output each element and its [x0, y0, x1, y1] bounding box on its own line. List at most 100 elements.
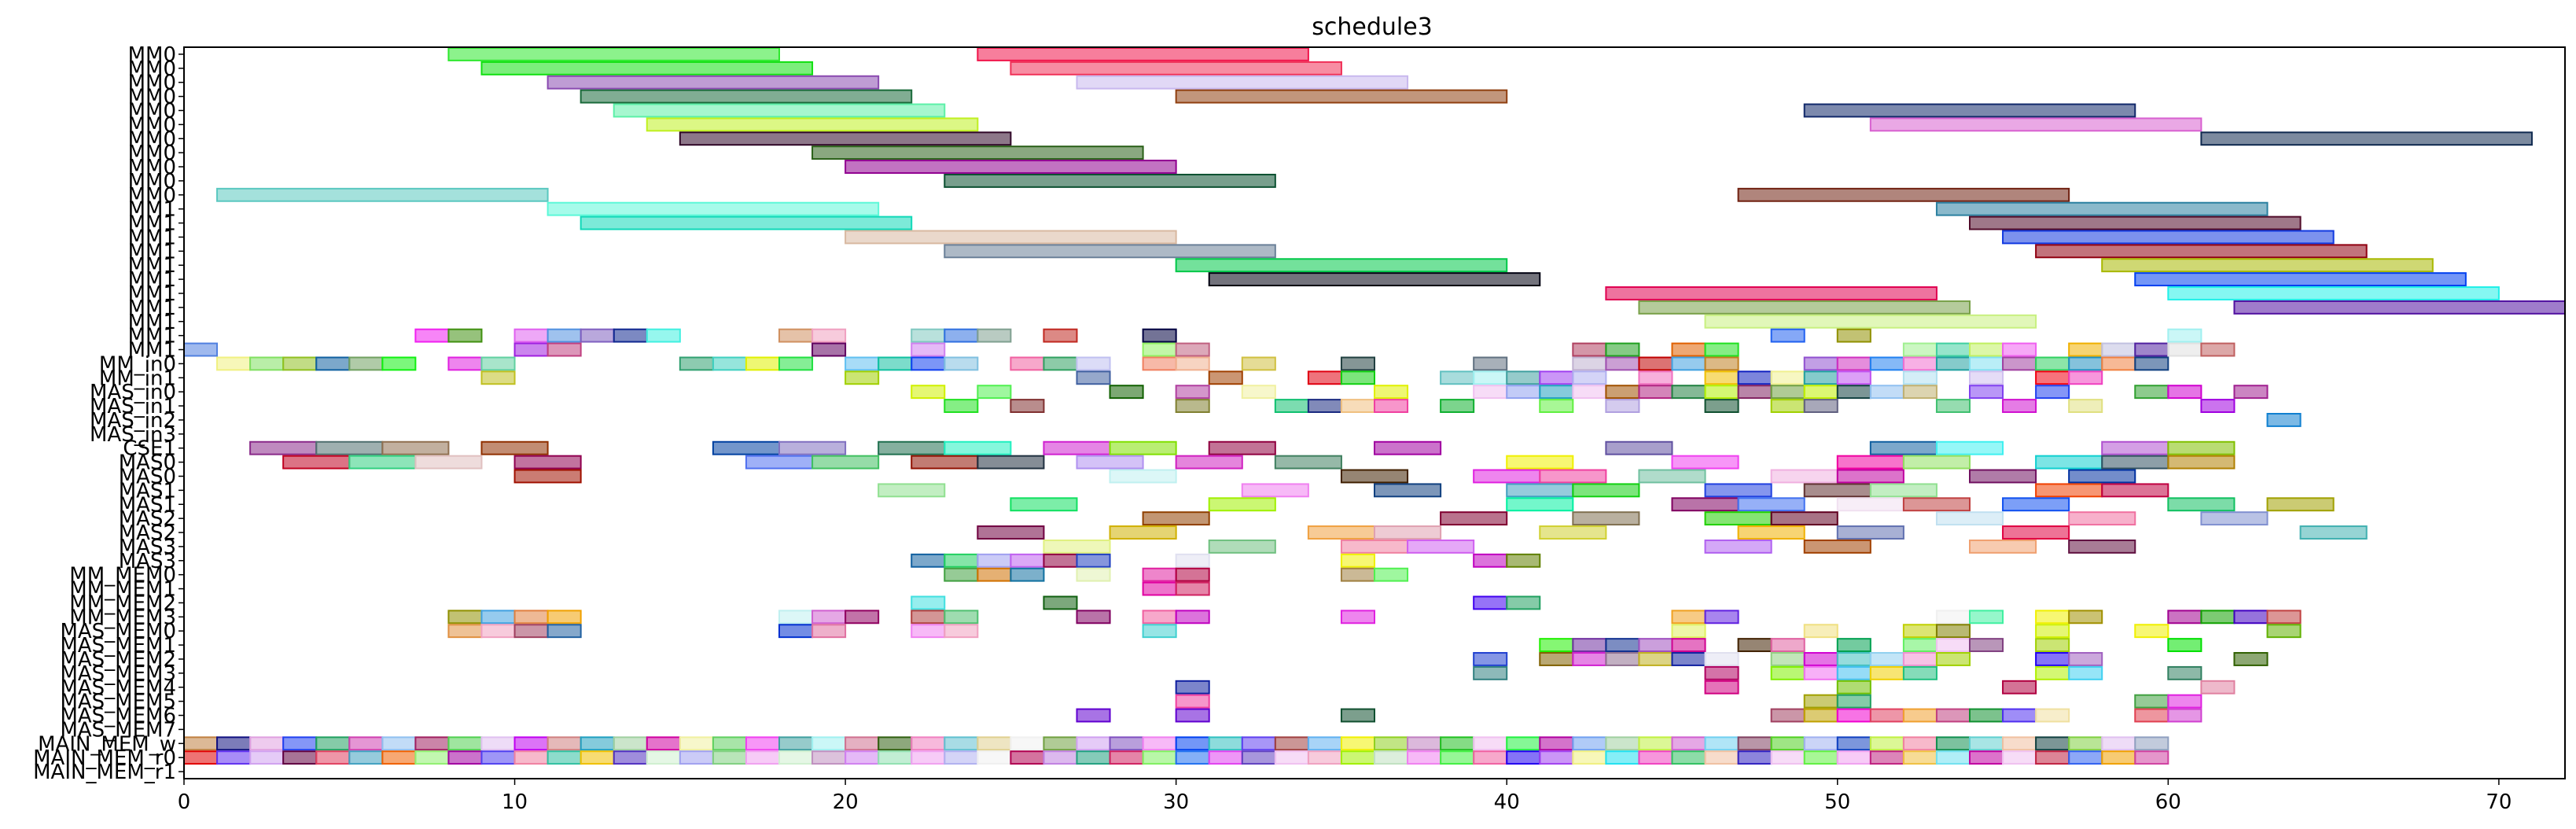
schedule-bar: [1605, 638, 1640, 653]
schedule-bar: [1208, 497, 1276, 512]
schedule-bar: [811, 146, 1144, 160]
schedule-bar: [2200, 342, 2236, 357]
schedule-bar: [1902, 652, 1938, 666]
x-axis-ticks: 0 10 20 30 40 50 60 70: [178, 779, 2512, 814]
schedule-bar: [1407, 736, 1442, 751]
schedule-bar: [2134, 342, 2169, 357]
schedule-bar: [712, 750, 747, 765]
schedule-bar: [679, 356, 714, 371]
schedule-bar: [1043, 553, 1078, 568]
schedule-bar: [613, 328, 648, 343]
schedule-bar: [2101, 342, 2136, 357]
axes-frame: [183, 46, 2566, 779]
schedule-bar: [1175, 385, 1210, 400]
schedule-bar: [977, 47, 1309, 61]
schedule-bar: [878, 483, 946, 498]
schedule-bar: [745, 356, 781, 371]
schedule-bar: [1473, 553, 1508, 568]
y-tick-label: MM1: [128, 254, 176, 278]
schedule-bar: [546, 201, 880, 216]
schedule-bar: [1969, 469, 2037, 484]
schedule-bar: [2002, 750, 2037, 765]
schedule-bar: [2167, 286, 2500, 300]
schedule-bar: [1803, 624, 1838, 639]
schedule-bar: [944, 244, 1276, 259]
schedule-bar: [216, 356, 252, 371]
schedule-bar: [845, 610, 880, 625]
schedule-bar: [2266, 413, 2302, 427]
schedule-bar: [1671, 750, 1706, 765]
schedule-bar: [480, 370, 516, 385]
schedule-bar: [679, 736, 714, 751]
schedule-bar: [2035, 652, 2070, 666]
y-tick-label: MM_in0: [99, 352, 176, 376]
schedule-bar: [414, 750, 450, 765]
schedule-bar: [1770, 750, 1805, 765]
schedule-bar: [1836, 708, 1871, 723]
y-tick-label: MM1: [128, 311, 176, 334]
schedule-bar: [1572, 638, 1607, 653]
schedule-bar: [2134, 356, 2169, 371]
schedule-bar: [878, 736, 913, 751]
schedule-bar: [1803, 665, 1838, 680]
schedule-bar: [1572, 511, 1640, 526]
y-tick-label: MAS3: [119, 550, 176, 573]
schedule-bar: [2002, 497, 2070, 512]
schedule-bar: [1440, 511, 1508, 526]
schedule-bar: [745, 750, 781, 765]
schedule-bar: [1109, 440, 1177, 455]
schedule-bar: [845, 230, 1177, 245]
schedule-bar: [1374, 385, 1409, 400]
schedule-bar: [2167, 440, 2236, 455]
schedule-bar: [1175, 455, 1243, 470]
schedule-bar: [944, 399, 979, 414]
schedule-bar: [1142, 328, 1177, 343]
schedule-bar: [845, 356, 880, 371]
schedule-bar: [2134, 750, 2169, 765]
schedule-bar: [646, 736, 681, 751]
schedule-bar: [1340, 370, 1376, 385]
schedule-bar: [2134, 694, 2169, 709]
schedule-bar: [977, 736, 1012, 751]
schedule-bar: [447, 736, 483, 751]
schedule-bar: [1374, 525, 1442, 540]
y-tick-label: MAS2: [119, 521, 176, 545]
schedule-bar: [1142, 750, 1177, 765]
schedule-bar: [1407, 539, 1475, 554]
schedule-bar: [546, 610, 582, 625]
y-tick-label: MM1: [128, 297, 176, 320]
schedule-bar: [1737, 525, 1805, 540]
schedule-bar: [2101, 483, 2169, 498]
schedule-bar: [546, 624, 582, 639]
schedule-bar: [1704, 652, 1739, 666]
schedule-bar: [911, 736, 946, 751]
schedule-bar: [1076, 455, 1144, 470]
schedule-bar: [1043, 440, 1111, 455]
schedule-bar: [249, 440, 318, 455]
schedule-bar: [1605, 440, 1673, 455]
schedule-bar: [1539, 525, 1607, 540]
schedule-bar: [1043, 750, 1078, 765]
schedule-bar: [778, 736, 814, 751]
schedule-bar: [1109, 750, 1144, 765]
schedule-bar: [2266, 497, 2335, 512]
schedule-bar: [1902, 455, 1971, 470]
schedule-bar: [2068, 665, 2103, 680]
schedule-bar: [1506, 736, 1541, 751]
schedule-bar: [2101, 356, 2136, 371]
schedule-bar: [944, 624, 979, 639]
schedule-bar: [1902, 497, 1971, 512]
schedule-bar: [911, 610, 946, 625]
schedule-bar: [1605, 750, 1640, 765]
schedule-bar: [2101, 258, 2434, 273]
schedule-bar: [2233, 300, 2566, 315]
schedule-bar: [944, 567, 979, 582]
y-tick-label: MAS_MEM1: [60, 634, 176, 658]
schedule-bar: [646, 750, 681, 765]
schedule-bar: [1836, 665, 1871, 680]
schedule-bar: [1902, 638, 1938, 653]
schedule-bar: [1539, 370, 1574, 385]
schedule-bar: [1274, 455, 1342, 470]
schedule-bar: [1605, 286, 1938, 300]
schedule-bar: [1803, 539, 1871, 554]
